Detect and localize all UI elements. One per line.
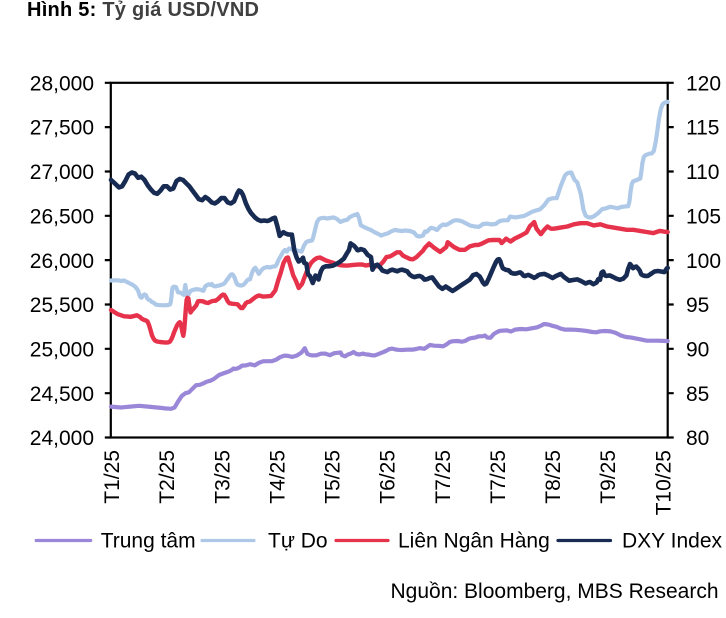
- svg-text:28,000: 28,000: [30, 72, 94, 95]
- svg-text:T1/25: T1/25: [101, 450, 124, 504]
- svg-text:T6/25: T6/25: [377, 450, 400, 504]
- svg-text:T8/25: T8/25: [542, 450, 565, 504]
- svg-text:120: 120: [686, 72, 721, 95]
- svg-text:T7/25: T7/25: [432, 450, 455, 504]
- svg-text:110: 110: [686, 161, 719, 184]
- svg-text:26,500: 26,500: [30, 205, 94, 228]
- svg-text:90: 90: [686, 338, 709, 361]
- svg-text:Liên Ngân Hàng: Liên Ngân Hàng: [398, 530, 550, 553]
- svg-text:Tự Do: Tự Do: [268, 530, 328, 553]
- svg-text:T7/25: T7/25: [487, 450, 510, 504]
- svg-text:25,000: 25,000: [30, 338, 94, 361]
- svg-text:T2/25: T2/25: [156, 450, 179, 504]
- svg-text:27,000: 27,000: [30, 161, 94, 184]
- svg-text:Nguồn: Bloomberg, MBS Research: Nguồn: Bloomberg, MBS Research: [391, 580, 719, 603]
- svg-text:Hình 5: Tỷ giá USD/VND: Hình 5: Tỷ giá USD/VND: [27, 0, 259, 21]
- svg-text:T10/25: T10/25: [652, 450, 675, 515]
- svg-text:80: 80: [686, 427, 709, 450]
- svg-text:T9/25: T9/25: [597, 450, 620, 504]
- svg-text:95: 95: [686, 294, 709, 317]
- svg-text:105: 105: [686, 205, 721, 228]
- svg-text:T5/25: T5/25: [322, 450, 345, 504]
- svg-text:85: 85: [686, 383, 709, 406]
- svg-text:115: 115: [686, 117, 719, 140]
- svg-text:26,000: 26,000: [30, 250, 94, 273]
- svg-text:T3/25: T3/25: [211, 450, 234, 504]
- svg-text:24,000: 24,000: [30, 427, 94, 450]
- svg-text:24,500: 24,500: [30, 383, 94, 406]
- svg-text:25,500: 25,500: [30, 294, 94, 317]
- svg-text:100: 100: [686, 250, 721, 273]
- svg-text:T4/25: T4/25: [266, 450, 289, 504]
- svg-text:Trung tâm: Trung tâm: [101, 530, 196, 553]
- svg-text:DXY Index: DXY Index: [622, 530, 723, 553]
- svg-text:27,500: 27,500: [30, 117, 94, 140]
